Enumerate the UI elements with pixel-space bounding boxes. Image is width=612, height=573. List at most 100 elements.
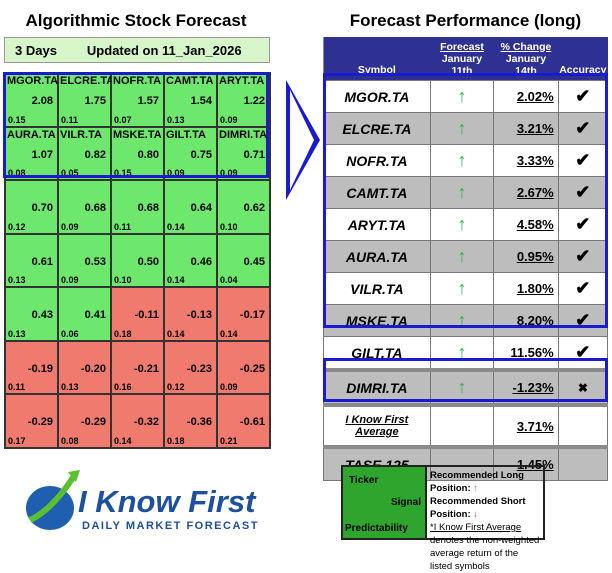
forecast-cell: 0.70 0.12 <box>5 180 58 234</box>
cell-ticker: NOFR.TA <box>113 75 162 87</box>
cell-predictability: 0.09 <box>61 275 79 285</box>
right-title: Forecast Performance (long) <box>349 11 582 30</box>
cell-ticker: AURA.TA <box>7 128 56 141</box>
row-symbol: NOFR.TA <box>323 144 431 177</box>
forecast-cell: NOFR.TA 1.57 0.07 <box>111 73 164 127</box>
forecast-cell: GILT.TA 0.75 0.09 <box>164 126 217 180</box>
forecast-cell: 0.50 0.10 <box>111 233 164 287</box>
cell-predictability: 0.18 <box>167 435 185 446</box>
forecast-cell: 0.53 0.09 <box>58 233 111 287</box>
matched-rows-highlight <box>323 73 608 328</box>
table-row: AURA.TA ↑ 0.95% ✔ <box>323 240 609 273</box>
cell-signal: 0.61 <box>31 255 53 268</box>
cell-signal: 0.43 <box>31 309 53 321</box>
forecast-label: Forecast <box>440 40 484 53</box>
cell-ticker: DIMRI.TA <box>219 128 268 141</box>
cell-predictability: 0.13 <box>8 328 26 339</box>
cell-predictability: 0.13 <box>61 382 79 392</box>
cell-signal: 0.68 <box>84 202 106 214</box>
cell-predictability: 0.11 <box>114 221 132 232</box>
up-arrow-icon: ↑ <box>429 176 495 209</box>
logo: I Know First Daily Market Forecast <box>22 470 282 538</box>
cell-ticker: GILT.TA <box>166 128 206 141</box>
cell-ticker: ARYT.TA <box>219 75 265 87</box>
forecast-cell: AURA.TA 1.07 0.08 <box>5 126 58 180</box>
row-symbol: CAMT.TA <box>323 176 431 209</box>
forecast-cell: -0.13 0.14 <box>164 287 217 341</box>
cell-predictability: 0.06 <box>61 328 79 339</box>
cell-predictability: 0.17 <box>8 435 26 446</box>
forecast-cell: 0.68 0.11 <box>111 180 164 234</box>
cell-signal: 2.08 <box>31 95 53 107</box>
cell-predictability: 0.04 <box>220 275 238 285</box>
average-highlight <box>323 358 608 402</box>
legend-predictability: Predictability <box>345 523 408 534</box>
cell-signal: 0.50 <box>137 255 159 268</box>
forecast-cell: 0.45 0.04 <box>217 233 270 287</box>
cell-predictability: 0.08 <box>61 435 79 446</box>
table-row: ARYT.TA ↑ 4.58% ✔ <box>323 208 609 241</box>
cell-predictability: 0.09 <box>220 168 238 178</box>
legend-short: Recommended Short Position: <box>430 496 526 520</box>
cell-signal: 0.46 <box>190 255 212 268</box>
forecast-header: 3 Days Updated on 11_Jan_2026 <box>4 37 270 63</box>
cell-predictability: 0.09 <box>167 168 185 178</box>
cell-predictability: 0.07 <box>114 114 132 125</box>
cell-predictability: 0.12 <box>8 221 26 232</box>
forecast-cell: DIMRI.TA 0.71 0.09 <box>217 126 270 180</box>
cell-signal: 1.57 <box>137 95 159 107</box>
cell-signal: 0.64 <box>190 202 212 214</box>
forecast-cell: 0.41 0.06 <box>58 287 111 341</box>
table-row: CAMT.TA ↑ 2.67% ✔ <box>323 176 609 209</box>
cell-signal: -0.29 <box>27 416 53 428</box>
updated-date: Updated on 11_Jan_2026 <box>86 42 242 58</box>
top-signals-highlight <box>3 72 269 178</box>
cell-predictability: 0.13 <box>167 114 185 125</box>
cell-signal: -0.29 <box>80 416 106 428</box>
forecast-cell: 0.46 0.14 <box>164 233 217 287</box>
cell-predictability: 0.15 <box>8 114 26 125</box>
logo-globe-icon <box>26 470 80 530</box>
arrow-icon <box>286 80 320 200</box>
cell-ticker: MSKE.TA <box>113 128 162 141</box>
down-arrow-icon: ↓ <box>473 509 479 520</box>
cell-signal: 0.80 <box>137 148 159 161</box>
cell-predictability: 0.09 <box>61 221 79 232</box>
row-change: 1.80% <box>493 272 559 305</box>
forecast-heatmap: MGOR.TA 2.08 0.15 ELCRE.TA 1.75 0.11 NOFR.TA 1.… <box>4 72 271 449</box>
cell-signal: 1.07 <box>31 148 53 161</box>
forecast-cell: MSKE.TA 0.80 0.15 <box>111 126 164 180</box>
forecast-cell: -0.19 0.11 <box>5 340 58 394</box>
check-icon: ✔ <box>557 336 609 371</box>
forecast-cell: -0.29 0.17 <box>5 394 58 448</box>
table-row: DIMRI.TA ↑ -1.23% ✖ <box>323 368 609 406</box>
cell-signal: -0.61 <box>239 416 265 428</box>
forecast-cell: -0.61 0.21 <box>217 394 270 448</box>
cell-predictability: 0.12 <box>167 382 185 392</box>
cell-predictability: 0.10 <box>220 221 238 232</box>
cell-signal: -0.36 <box>186 416 212 428</box>
cell-predictability: 0.11 <box>8 382 26 392</box>
table-row: NOFR.TA ↑ 3.33% ✔ <box>323 144 609 177</box>
row-change: 3.33% <box>493 144 559 177</box>
logo-tagline: Daily Market Forecast <box>82 520 259 532</box>
table-row: ELCRE.TA ↑ 3.21% ✔ <box>323 112 609 145</box>
average-label: I Know First Average <box>323 403 431 448</box>
legend-note: denotes the non-weighted average return … <box>430 535 540 572</box>
table-row: GILT.TA ↑ 11.56% ✔ <box>323 336 609 371</box>
legend-note-link: *I Know First Average <box>430 522 522 533</box>
cell-signal: 0.62 <box>243 202 265 214</box>
row-change: 3.21% <box>493 112 559 145</box>
cell-predictability: 0.14 <box>167 221 185 232</box>
check-icon: ✔ <box>557 144 609 177</box>
cell-signal: 0.70 <box>31 202 53 214</box>
cell-predictability: 0.18 <box>114 328 132 339</box>
forecast-cell: -0.23 0.12 <box>164 340 217 394</box>
cell-predictability: 0.14 <box>167 275 185 285</box>
up-arrow-icon: ↑ <box>429 336 495 371</box>
cell-signal: -0.20 <box>80 362 106 375</box>
forecast-cell: 0.62 0.10 <box>217 180 270 234</box>
forecast-cell: 0.68 0.09 <box>58 180 111 234</box>
cell-predictability: 0.21 <box>220 435 238 446</box>
cell-signal: 0.68 <box>137 202 159 214</box>
